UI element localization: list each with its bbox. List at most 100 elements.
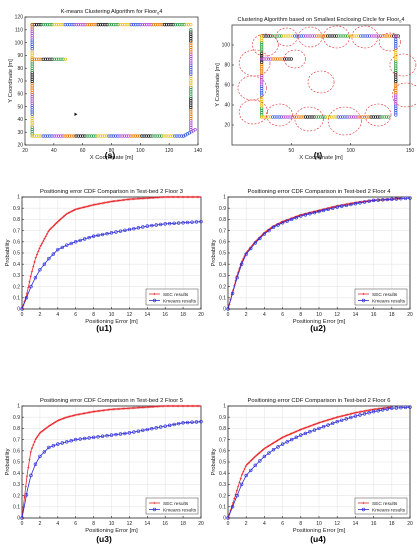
data-point (100, 434, 105, 438)
data-point (199, 419, 203, 424)
trajectory-point (341, 115, 345, 119)
x-tick-label-9: 18 (389, 521, 395, 527)
trajectory-point (43, 57, 48, 61)
y-tick-label-4: 0.4 (219, 262, 226, 268)
trajectory-point (317, 34, 321, 38)
enclosing-circle-7 (237, 75, 267, 101)
trajectory-point (297, 34, 301, 38)
x-tick-label-0: 0 (227, 521, 230, 527)
trajectory-point (87, 134, 91, 138)
trajectory-path-4 (189, 28, 193, 132)
y-tick-label-6: 0.6 (219, 449, 226, 455)
x-tick-label-0: 50 (289, 148, 295, 154)
trajectory-point (30, 55, 34, 60)
trajectory-point (328, 34, 332, 38)
data-point (47, 256, 51, 261)
trajectory-point (277, 34, 281, 38)
chart-title: Positioning error CDF Comparison in Test… (248, 398, 391, 404)
chart-title: K-means Clustering Algorithm for Floor04 (61, 9, 163, 16)
trajectory-point (262, 115, 266, 119)
trajectory-point (310, 115, 314, 119)
data-point (376, 198, 380, 202)
data-point (100, 232, 105, 237)
trajectory-point (30, 130, 34, 134)
trajectory-point (297, 115, 301, 119)
data-point (290, 432, 293, 435)
trajectory-point (59, 23, 63, 27)
x-tick-label-1: 40 (51, 148, 57, 154)
trajectory-point (394, 64, 398, 68)
trajectory-point (41, 134, 45, 138)
y-tick-label-5: 0.5 (219, 251, 226, 257)
data-point (84, 205, 88, 208)
trajectory-point (105, 134, 109, 138)
data-point (394, 197, 399, 201)
trajectory-point (98, 134, 102, 138)
trajectory-path-3 (394, 35, 398, 117)
data-point (28, 458, 31, 461)
data-point (371, 409, 376, 414)
trajectory-point (175, 134, 179, 138)
data-point (76, 207, 79, 211)
trajectory-point (61, 23, 65, 27)
data-point (289, 432, 292, 436)
trajectory-point (292, 115, 297, 119)
y-tick-label-4: 0.4 (219, 471, 226, 477)
y-tick-label-3: 0.3 (219, 482, 226, 488)
trajectory-point (30, 40, 34, 44)
data-point (367, 199, 371, 203)
data-point (381, 408, 385, 412)
trajectory-point (288, 34, 292, 38)
y-tick-label-1: 0.1 (13, 505, 20, 511)
y-tick-label-3: 80 (224, 63, 230, 69)
data-point (87, 235, 91, 240)
trajectory-point (305, 115, 310, 119)
data-point (262, 454, 267, 459)
data-point (29, 473, 33, 478)
trajectory-point (394, 97, 398, 102)
data-point (82, 237, 87, 241)
data-point (403, 196, 408, 201)
data-point (50, 226, 54, 229)
trajectory-point (166, 134, 170, 138)
data-point (257, 452, 260, 455)
trajectory-point (120, 23, 125, 27)
y-tick-label-10: 1 (223, 404, 226, 410)
trajectory-point (260, 67, 264, 71)
trajectory-point (146, 134, 151, 138)
legend-label-1: Kmeans results (372, 298, 406, 304)
trajectory-point (30, 33, 34, 38)
y-tick-label-1: 30 (17, 130, 23, 136)
data-point (235, 275, 239, 280)
enclosing-circle-2 (298, 26, 323, 48)
x-tick-label-2: 4 (56, 521, 59, 527)
data-point (333, 416, 337, 419)
data-point (127, 431, 132, 435)
trajectory-point (157, 134, 162, 138)
trajectory-point (372, 34, 376, 38)
trajectory-point (30, 86, 34, 90)
data-point (276, 223, 280, 227)
data-point (317, 209, 321, 214)
arrow-marker (74, 112, 78, 116)
data-point (294, 430, 297, 433)
data-point (312, 210, 317, 215)
data-point (344, 414, 347, 417)
data-point (305, 426, 309, 429)
data-point (385, 197, 389, 202)
y-tick-label-6: 0.6 (13, 449, 20, 455)
data-point (253, 463, 258, 468)
x-tick-label-1: 2 (245, 312, 248, 318)
trajectory-point (45, 134, 50, 138)
trajectory-point (189, 45, 193, 50)
trajectory-point (149, 23, 153, 27)
trajectory-point (334, 115, 338, 119)
trajectory-point (76, 134, 80, 138)
y-tick-label-7: 0.7 (219, 228, 226, 234)
y-tick-label-9: 0.9 (219, 415, 226, 421)
data-point (34, 437, 37, 441)
data-point (59, 418, 62, 421)
